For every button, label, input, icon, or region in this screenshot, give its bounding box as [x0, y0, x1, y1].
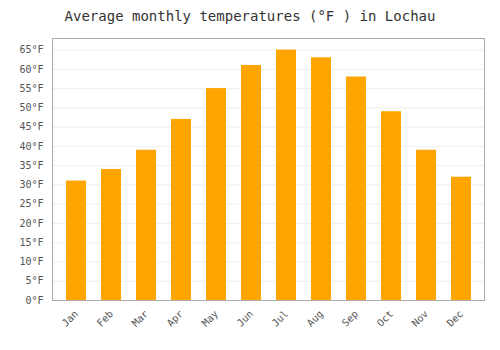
svg-text:Apr: Apr: [165, 308, 186, 329]
svg-text:Nov: Nov: [410, 308, 431, 329]
svg-text:0°F: 0°F: [25, 295, 43, 306]
svg-text:Jul: Jul: [270, 308, 291, 329]
svg-text:60°F: 60°F: [19, 64, 43, 75]
svg-text:20°F: 20°F: [19, 218, 43, 229]
svg-text:5°F: 5°F: [25, 275, 43, 286]
svg-text:Jan: Jan: [60, 308, 81, 329]
svg-text:Sep: Sep: [340, 308, 361, 329]
html-text:Average monthly temperatures (: Average monthly temperatures (°F ) in Lo…: [64, 8, 436, 24]
svg-text:10°F: 10°F: [19, 256, 43, 267]
svg-text:30°F: 30°F: [19, 179, 43, 190]
svg-text:Dec: Dec: [445, 308, 466, 329]
svg-text:Mar: Mar: [130, 308, 151, 329]
svg-text:25°F: 25°F: [19, 198, 43, 209]
svg-text:May: May: [200, 308, 221, 329]
svg-text:Jun: Jun: [235, 308, 256, 329]
svg-text:35°F: 35°F: [19, 160, 43, 171]
svg-text:50°F: 50°F: [19, 102, 43, 113]
svg-text:Oct: Oct: [375, 308, 396, 329]
svg-text:Feb: Feb: [95, 308, 116, 329]
svg-text:65°F: 65°F: [19, 44, 43, 55]
svg-text:40°F: 40°F: [19, 141, 43, 152]
svg-text:Aug: Aug: [305, 308, 326, 329]
svg-text:15°F: 15°F: [19, 237, 43, 248]
svg-text:55°F: 55°F: [19, 83, 43, 94]
svg-text:45°F: 45°F: [19, 121, 43, 132]
